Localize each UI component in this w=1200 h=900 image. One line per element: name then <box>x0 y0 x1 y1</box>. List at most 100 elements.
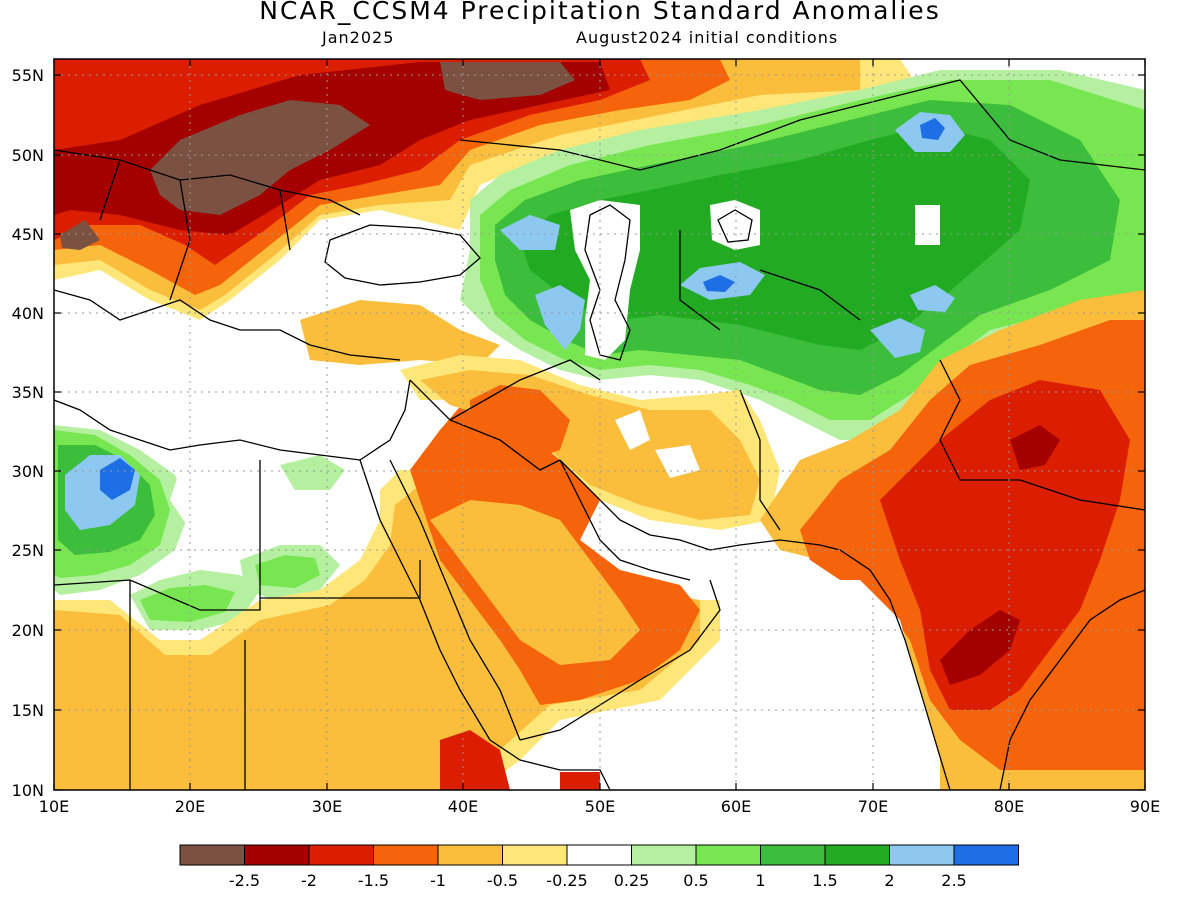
colorbar: -2.5 -2 -1.5 -1 -0.5 -0.25 0.25 0.5 1 1.5 2 2.5 <box>179 844 1019 890</box>
colorbar-swatch <box>179 844 245 866</box>
lat-label: 55N <box>12 66 44 85</box>
colorbar-label: -2.5 <box>229 871 260 890</box>
asia-blue-2 <box>703 275 735 292</box>
asia-dark-green <box>520 125 1030 350</box>
lat-label: 30N <box>12 462 44 481</box>
lat-label: 50N <box>12 146 44 165</box>
gulf-west <box>559 459 691 581</box>
colorbar-label: -1.5 <box>358 871 389 890</box>
asia-borders <box>459 79 1145 531</box>
forecast-month: Jan2025 <box>322 28 395 47</box>
iraq-orange <box>470 385 570 460</box>
lat-label: 25N <box>12 541 44 560</box>
arabia-light-orange-inner <box>430 500 640 665</box>
india-west-coast <box>839 549 951 790</box>
egypt-green <box>280 455 345 490</box>
lat-axis: 10N 15N 20N 25N 30N 35N 40N 45N 50N 55N <box>12 66 44 800</box>
iraq-borders <box>409 359 601 471</box>
asia-light-blue-6 <box>910 285 955 312</box>
colorbar-swatch <box>308 844 374 866</box>
india-dark-red-2 <box>940 610 1020 685</box>
tick-marks <box>53 59 1146 791</box>
colorbar-swatch <box>631 844 697 866</box>
india-red <box>880 380 1130 710</box>
europe-borders <box>54 149 361 301</box>
lon-label: 50E <box>585 797 615 816</box>
lon-label: 10E <box>39 797 69 816</box>
colorbar-swatch <box>824 844 890 866</box>
colorbar-swatch <box>373 844 439 866</box>
sudan-green-2b <box>255 555 320 588</box>
lat-label: 45N <box>12 225 44 244</box>
lon-label: 80E <box>994 797 1024 816</box>
colorbar-swatch <box>502 844 568 866</box>
horn-red <box>440 730 510 790</box>
colorbar-label: -0.25 <box>546 871 587 890</box>
lon-axis: 10E 20E 30E 40E 50E 60E 70E 80E 90E <box>39 797 1160 816</box>
red-sea-east <box>389 459 521 741</box>
colorbar-swatch <box>244 844 310 866</box>
colorbar-swatch <box>953 844 1019 866</box>
india-east-coast <box>999 589 1145 790</box>
arabia-south <box>519 579 721 741</box>
iran-white-2 <box>655 445 700 478</box>
lat-label: 15N <box>12 701 44 720</box>
coastlines <box>54 79 1145 790</box>
anomaly-field <box>54 59 1145 790</box>
colorbar-label: 0.5 <box>683 871 708 890</box>
aral-white <box>710 200 760 250</box>
colorbar-label: 1.5 <box>812 871 837 890</box>
caspian-white <box>570 200 640 360</box>
lat-label: 10N <box>12 781 44 800</box>
caspian-sea <box>584 204 631 361</box>
colorbar-label: -0.5 <box>487 871 518 890</box>
lon-label: 60E <box>721 797 751 816</box>
africa-border-2 <box>260 560 421 599</box>
europe-brown-1 <box>150 100 370 215</box>
colorbar-swatch <box>437 844 503 866</box>
lat-label: 40N <box>12 304 44 323</box>
libya-blue <box>100 458 135 500</box>
colorbar-label: -1 <box>430 871 446 890</box>
asia-light-blue-4 <box>535 285 585 350</box>
colorbar-swatch <box>566 844 632 866</box>
colorbar-label: 2.5 <box>941 871 966 890</box>
initial-conditions: August2024 initial conditions <box>576 28 839 47</box>
iran-white-1 <box>615 410 650 450</box>
aral-sea <box>717 209 753 243</box>
somali-red <box>560 772 600 790</box>
europe-brown-2 <box>440 62 575 100</box>
india-dark-red-1 <box>1010 425 1060 470</box>
gridlines <box>54 59 1145 790</box>
africa-border-1 <box>54 460 261 611</box>
colorbar-label: 2 <box>884 871 894 890</box>
persian-gulf <box>559 459 841 551</box>
black-sea <box>324 224 481 286</box>
red-sea-west <box>359 459 491 741</box>
colorbar-label: 1 <box>755 871 765 890</box>
asia-blue-1 <box>920 118 945 140</box>
colorbar-swatch <box>695 844 761 866</box>
colorbar-label: -2 <box>301 871 317 890</box>
lon-label: 30E <box>312 797 342 816</box>
africa-north-coast <box>54 379 411 461</box>
asia-light-blue-5 <box>870 318 925 358</box>
asia-light-blue-3 <box>500 215 560 250</box>
colorbar-swatch <box>760 844 826 866</box>
balkhash-white <box>915 205 940 245</box>
lon-label: 70E <box>858 797 888 816</box>
colorbar-label: 0.25 <box>614 871 650 890</box>
arabian-sea-white <box>720 580 940 790</box>
lon-label: 40E <box>448 797 478 816</box>
europe-brown-3 <box>60 220 100 250</box>
lon-label: 20E <box>175 797 205 816</box>
levant-orange <box>300 300 500 365</box>
horn-coast <box>489 739 611 790</box>
lon-label: 90E <box>1130 797 1160 816</box>
chart-title: NCAR_CCSM4 Precipitation Standard Anomal… <box>259 0 941 25</box>
lat-label: 35N <box>12 383 44 402</box>
lat-label: 20N <box>12 621 44 640</box>
sahel-light-orange <box>54 485 700 790</box>
colorbar-swatch <box>889 844 955 866</box>
